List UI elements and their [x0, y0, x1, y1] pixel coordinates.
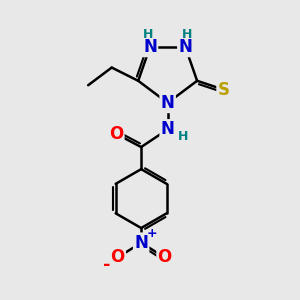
- Text: +: +: [146, 227, 157, 240]
- Text: N: N: [178, 38, 192, 56]
- Text: O: O: [158, 248, 172, 266]
- Text: O: O: [109, 125, 123, 143]
- Text: H: H: [178, 130, 188, 143]
- Text: S: S: [218, 81, 230, 99]
- Text: N: N: [161, 120, 175, 138]
- Text: H: H: [182, 28, 192, 41]
- Text: N: N: [143, 38, 157, 56]
- Text: N: N: [161, 94, 175, 112]
- Text: -: -: [103, 256, 110, 274]
- Text: O: O: [110, 248, 125, 266]
- Text: N: N: [134, 234, 148, 252]
- Text: H: H: [143, 28, 154, 41]
